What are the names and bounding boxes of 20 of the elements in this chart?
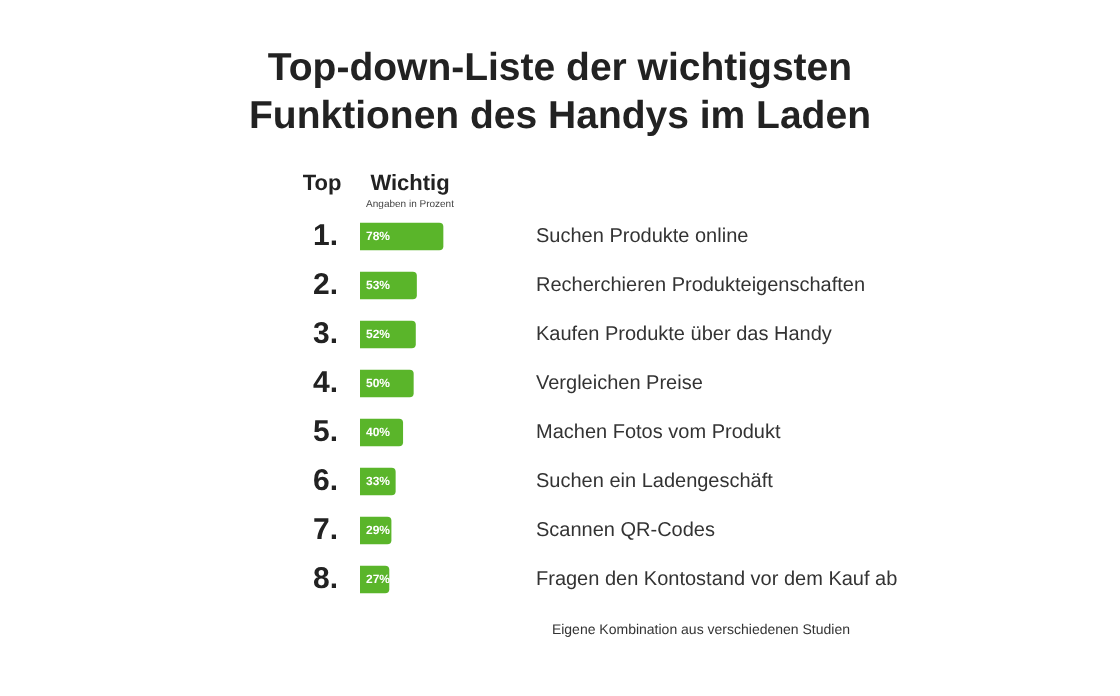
y-tick-label: Machen Fotos vom Produkt: [536, 422, 781, 444]
text: 8.: [312, 561, 338, 596]
y-tick-label: Fragen den Kontostand vor dem Kauf ab: [536, 569, 899, 591]
text: 7.: [312, 512, 338, 547]
text: 4.: [312, 365, 338, 400]
y-tick-label: Suchen Produkte online: [536, 226, 750, 248]
text: 2.: [312, 267, 338, 302]
text: 1.: [312, 218, 338, 253]
text: Top-down-Liste der wichtigsten Funktionen des Handys im Laden: [247, 44, 873, 140]
y-tick-label: Vergleichen Preise: [536, 373, 704, 395]
text: 3.: [312, 316, 338, 351]
text: Wichtig: [370, 172, 450, 197]
bar: [360, 222, 444, 251]
y-tick-label: Kaufen Produkte über das Handy: [536, 324, 832, 346]
y-tick-label: Scannen QR-Codes: [536, 520, 715, 542]
text: Top: [302, 172, 342, 197]
y-tick-label: Suchen ein Ladengeschäft: [536, 471, 774, 493]
y-tick-label: Recherchieren Produkteigenschaften: [536, 275, 866, 297]
text: 5.: [312, 414, 338, 449]
text: 6.: [312, 463, 338, 498]
